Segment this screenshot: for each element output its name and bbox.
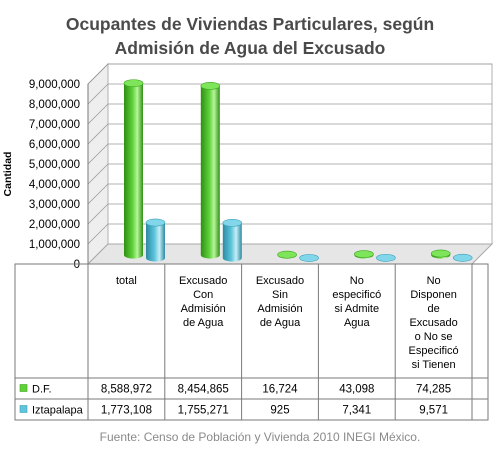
legend-label: Iztapalapa [32, 405, 84, 417]
back-wall [107, 63, 493, 245]
bar-top [376, 253, 396, 262]
category-label: Con [193, 289, 213, 301]
y-tick-label: 9,000,000 [29, 79, 80, 91]
legend-swatch [19, 405, 28, 413]
category-label: Admisión [257, 303, 302, 315]
bar-df [277, 250, 297, 259]
legend-label: D.F. [32, 384, 52, 396]
y-tick-label: 4,000,000 [29, 179, 80, 191]
category-label: Sin [272, 289, 288, 301]
category-label: Especificó [409, 345, 459, 357]
gridline [87, 143, 492, 165]
y-tick-label: 3,000,000 [29, 199, 80, 211]
category-label: Disponen [410, 289, 456, 301]
category-label: No [350, 275, 364, 287]
category-label: No [427, 275, 441, 287]
y-tick-label: 1,000,000 [29, 239, 80, 251]
bar-iztapalapa [376, 253, 396, 262]
category-label: o No se [415, 331, 453, 343]
gridline [87, 183, 492, 205]
category-label: de [427, 303, 439, 315]
y-tick-label: 0 [74, 259, 80, 271]
gridline [87, 63, 492, 85]
bar-top [299, 254, 319, 262]
bar-iztapalapa [452, 253, 473, 262]
bar-top [430, 249, 451, 258]
category-label: Agua [344, 317, 371, 329]
data-label: 9,571 [419, 405, 448, 417]
data-table-frame [14, 263, 489, 421]
category-label: Excusado [179, 275, 227, 287]
gridline [87, 83, 492, 105]
data-label: 1,773,108 [101, 405, 152, 417]
bar-body [146, 222, 165, 262]
y-tick-label: 6,000,000 [29, 139, 80, 151]
source-note: Fuente: Censo de Población y Vivienda 20… [99, 430, 421, 444]
category-label: si Admite [334, 303, 379, 315]
legend-swatch [19, 384, 28, 392]
gridline [87, 103, 492, 125]
bar-iztapalapa [299, 254, 319, 262]
data-label: 7,341 [342, 405, 371, 417]
bar-df [123, 79, 144, 259]
bar-top [123, 79, 144, 88]
bar-chart: 0 1,000,000 2,000,000 3,000,000 4,000,000 5,0… [2, 62, 494, 421]
gridline [87, 163, 492, 185]
category-label: Admisión [181, 303, 226, 315]
chart-title-line-1: Ocupantes de Viviendas Particulares, seg… [65, 14, 435, 34]
gridline [87, 223, 492, 245]
data-label: 74,285 [416, 384, 451, 396]
bar-df [200, 82, 221, 259]
bar-top [222, 218, 243, 227]
category-label: total [116, 275, 137, 287]
data-label: 43,098 [339, 384, 374, 396]
y-tick-label: 2,000,000 [29, 219, 80, 231]
category-label: de Agua [183, 317, 224, 329]
data-label: 16,724 [262, 384, 298, 396]
category-label: de Agua [260, 317, 301, 329]
bar-body [222, 222, 242, 262]
bar-top [354, 250, 374, 259]
bar-body [200, 85, 220, 259]
bar-df [430, 249, 451, 259]
category-label: si Tienen [412, 359, 456, 371]
category-label: especificó [332, 289, 381, 301]
bar-top [200, 82, 221, 90]
bar-top [145, 218, 166, 227]
data-label: 8,454,865 [178, 384, 229, 396]
bar-top [277, 250, 297, 259]
category-label: Excusado [409, 317, 457, 329]
bar-iztapalapa [145, 218, 166, 262]
y-tick-label: 7,000,000 [29, 119, 80, 131]
gridline [87, 123, 492, 145]
bar-body [124, 83, 143, 259]
data-label: 8,588,972 [101, 384, 152, 396]
y-tick-label: 5,000,000 [29, 159, 80, 171]
y-tick-label: 8,000,000 [29, 99, 80, 111]
data-label: 925 [270, 405, 289, 417]
data-label: 1,755,271 [178, 405, 229, 417]
y-axis-label: Cantidad [2, 152, 14, 197]
bar-iztapalapa [222, 218, 243, 262]
bar-top [452, 253, 473, 262]
bar-df [354, 250, 374, 259]
chart-title-line-2: Admisión de Agua del Excusado [114, 38, 386, 58]
gridline [87, 203, 492, 225]
category-label: Excusado [256, 275, 304, 287]
